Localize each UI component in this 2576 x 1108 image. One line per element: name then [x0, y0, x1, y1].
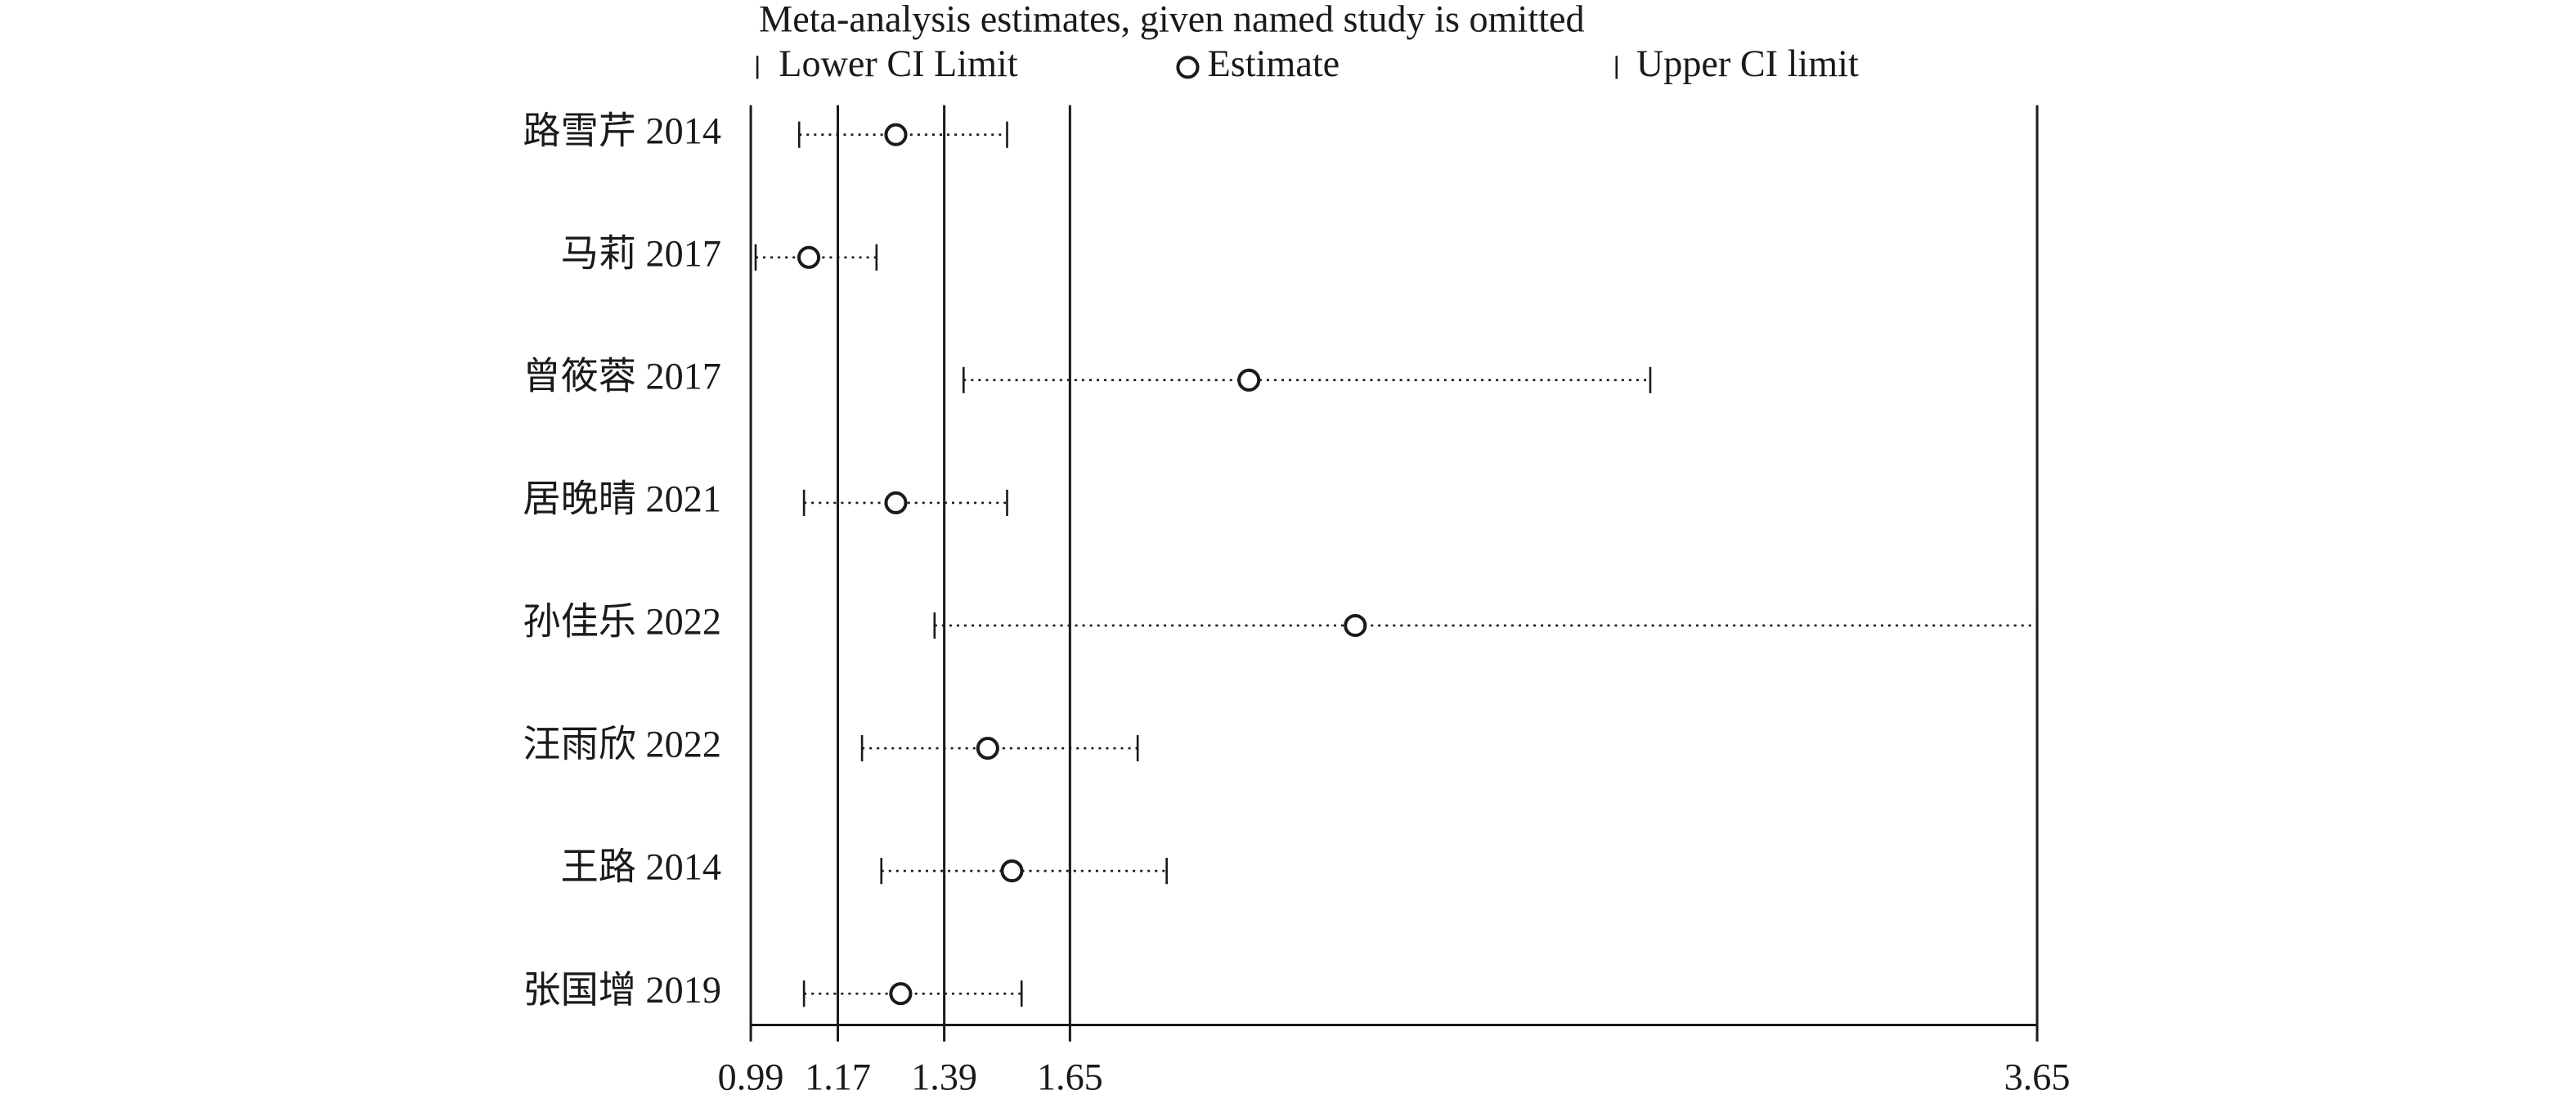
study-label: 马莉 2017: [561, 232, 721, 274]
study-label: 居晚晴 2021: [523, 478, 720, 520]
estimate: [884, 123, 908, 146]
legend-estimate-symbol: [1176, 56, 1200, 79]
estimate: [1344, 613, 1367, 638]
estimate: [889, 982, 913, 1006]
study-label: 孙佳乐 2022: [523, 601, 720, 643]
estimate: [1237, 368, 1261, 392]
x-tick-label: 1.39: [911, 1056, 977, 1097]
legend-label: Upper CI limit: [1636, 43, 1859, 84]
x-tick-label: 1.65: [1037, 1056, 1103, 1097]
x-tick-label: 0.99: [718, 1056, 784, 1097]
study-label: 曾筱蓉 2017: [523, 355, 720, 397]
estimate: [1000, 859, 1024, 883]
legend-label: Estimate: [1208, 43, 1340, 84]
chart-title: Meta-analysis estimates, given named stu…: [759, 0, 1585, 40]
x-tick-label: 1.17: [805, 1056, 871, 1097]
x-tick-label: 3.65: [2004, 1056, 2071, 1097]
study-label: 张国增 2019: [523, 969, 720, 1011]
study-label: 路雪芹 2014: [523, 110, 720, 151]
study-label: 汪雨欣 2022: [523, 724, 720, 765]
estimate: [797, 245, 821, 269]
study-label: 王路 2014: [561, 846, 721, 888]
estimate: [884, 491, 908, 514]
estimate: [976, 736, 999, 760]
legend-label: Lower CI Limit: [779, 43, 1018, 84]
